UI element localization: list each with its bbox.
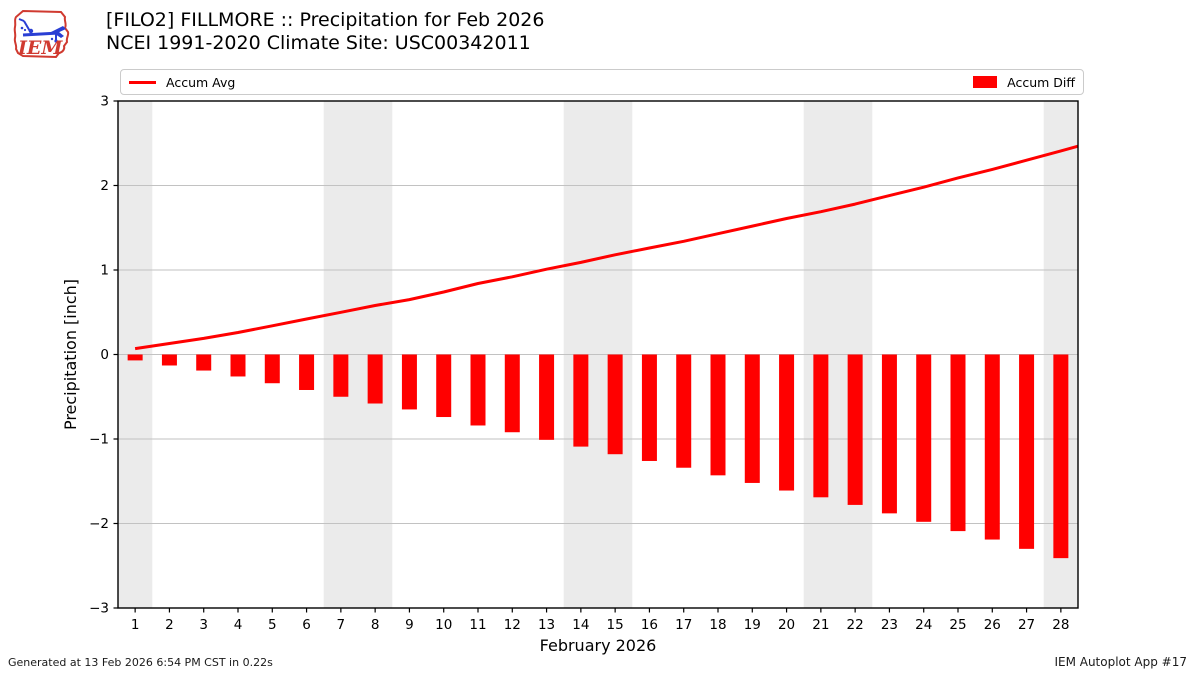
x-tick-label: 2 bbox=[165, 617, 174, 633]
accum-diff-bar bbox=[984, 354, 1000, 540]
x-tick-label: 23 bbox=[881, 617, 898, 633]
accum-diff-bar bbox=[230, 354, 246, 377]
iem-logo: IEM bbox=[13, 9, 70, 59]
y-tick-label: 2 bbox=[100, 178, 109, 194]
y-tick-label: −3 bbox=[89, 601, 109, 617]
generated-timestamp: Generated at 13 Feb 2026 6:54 PM CST in … bbox=[8, 656, 273, 669]
app-credit: IEM Autoplot App #17 bbox=[1054, 655, 1187, 669]
x-tick-label: 4 bbox=[234, 617, 243, 633]
accum-diff-bar bbox=[813, 354, 829, 498]
x-tick-label: 21 bbox=[812, 617, 829, 633]
x-tick-label: 24 bbox=[915, 617, 932, 633]
y-tick-label: 0 bbox=[100, 347, 109, 363]
accum-diff-patch-swatch-icon bbox=[973, 76, 998, 88]
accum-avg-line-swatch-icon bbox=[129, 80, 156, 84]
x-tick-label: 27 bbox=[1018, 617, 1035, 633]
accum-avg-line bbox=[134, 144, 1079, 351]
x-tick-label: 11 bbox=[469, 617, 486, 633]
x-tick-label: 12 bbox=[504, 617, 521, 633]
title-line-1: [FILO2] FILLMORE :: Precipitation for Fe… bbox=[106, 9, 545, 31]
accum-diff-bar bbox=[333, 354, 349, 397]
accum-diff-bar bbox=[1019, 354, 1035, 549]
x-tick-label: 3 bbox=[199, 617, 208, 633]
accum-diff-bar bbox=[436, 354, 452, 418]
accum-diff-bar bbox=[744, 354, 760, 483]
x-tick-label: 1 bbox=[131, 617, 140, 633]
accum-diff-bar bbox=[779, 354, 795, 491]
accum-diff-bar bbox=[710, 354, 726, 476]
weather-vane-icon bbox=[18, 18, 66, 43]
tick-marks-and-labels: 1 2 3 4 5 6 7 8 9 10 11 12 13 14 15 16 17 18 19 20 21 22 23 24 2… bbox=[89, 94, 1069, 634]
legend-item-accum-diff: Accum Diff bbox=[973, 75, 1075, 90]
x-tick-label: 9 bbox=[405, 617, 414, 633]
x-tick-label: 7 bbox=[337, 617, 346, 633]
accum-diff-bar bbox=[264, 354, 280, 384]
x-tick-label: 28 bbox=[1052, 617, 1069, 633]
accum-avg-polyline bbox=[134, 144, 1079, 351]
x-tick-label: 25 bbox=[949, 617, 966, 633]
legend-label: Accum Avg bbox=[166, 74, 236, 90]
x-tick-label: 20 bbox=[778, 617, 795, 633]
legend: Accum Avg Accum Diff bbox=[120, 69, 1084, 95]
x-tick-label: 19 bbox=[744, 617, 761, 633]
x-tick-label: 8 bbox=[371, 617, 380, 633]
accum-diff-bar bbox=[573, 354, 589, 447]
accum-diff-bar bbox=[1053, 354, 1069, 559]
legend-item-accum-avg: Accum Avg bbox=[129, 75, 235, 90]
accum-diff-bar bbox=[367, 354, 383, 404]
accum-diff-bar bbox=[676, 354, 692, 468]
accum-diff-bar bbox=[504, 354, 520, 433]
accum-diff-bar bbox=[539, 354, 555, 440]
accum-diff-bar bbox=[641, 354, 657, 461]
y-tick-label: −1 bbox=[89, 432, 109, 448]
x-tick-label: 6 bbox=[302, 617, 311, 633]
accum-diff-bar bbox=[196, 354, 212, 371]
accum-diff-bar bbox=[607, 354, 623, 455]
x-tick-label: 18 bbox=[709, 617, 726, 633]
x-tick-label: 17 bbox=[675, 617, 692, 633]
x-tick-label: 26 bbox=[984, 617, 1001, 633]
x-tick-label: 10 bbox=[435, 617, 452, 633]
title-line-2: NCEI 1991-2020 Climate Site: USC00342011 bbox=[106, 32, 531, 54]
accum-diff-bar bbox=[847, 354, 863, 505]
chart-title: [FILO2] FILLMORE :: Precipitation for Fe… bbox=[106, 9, 544, 55]
accum-diff-bar bbox=[470, 354, 486, 426]
accum-diff-bar bbox=[950, 354, 966, 532]
x-tick-label: 15 bbox=[607, 617, 624, 633]
accum-diff-bar bbox=[127, 354, 143, 361]
accum-diff-bars bbox=[127, 354, 1069, 559]
accum-diff-bar bbox=[881, 354, 897, 514]
legend-label: Accum Diff bbox=[1007, 74, 1075, 90]
x-tick-label: 22 bbox=[847, 617, 864, 633]
accum-diff-bar bbox=[916, 354, 932, 522]
x-axis-label: February 2026 bbox=[540, 636, 657, 655]
x-tick-label: 14 bbox=[572, 617, 589, 633]
x-tick-label: 5 bbox=[268, 617, 277, 633]
y-tick-label: −2 bbox=[89, 516, 109, 532]
accum-diff-bar bbox=[401, 354, 417, 410]
x-tick-label: 16 bbox=[641, 617, 658, 633]
accum-diff-bar bbox=[161, 354, 177, 366]
y-tick-label: 3 bbox=[100, 94, 109, 110]
y-axis-label: Precipitation [inch] bbox=[61, 279, 80, 430]
accum-diff-bar bbox=[299, 354, 315, 390]
logo-text: IEM bbox=[17, 37, 63, 59]
x-tick-label: 13 bbox=[538, 617, 555, 633]
y-tick-label: 1 bbox=[100, 263, 109, 279]
